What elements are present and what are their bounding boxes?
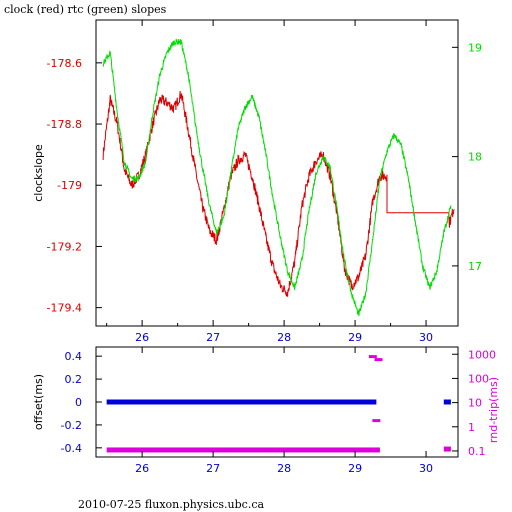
top-x-tick-label: 29 — [348, 331, 362, 344]
bottom-y2-tick-label: 0.1 — [468, 445, 486, 458]
bottom-y-tick-label: 0.4 — [65, 350, 83, 363]
bottom-x-tick-label: 27 — [206, 462, 220, 475]
bottom-y-tick-label: 0.2 — [65, 373, 83, 386]
series-line-clock — [102, 90, 455, 297]
bottom-y2-tick-label: 1 — [468, 421, 475, 434]
bottom-x-tick-label: 26 — [135, 462, 149, 475]
series-outlier-rnd-trip — [368, 355, 377, 359]
footer-host-label: 2010-07-25 fluxon.physics.ubc.ca — [78, 498, 265, 511]
chart-title: clock (red) rtc (green) slopes — [4, 3, 167, 16]
top-x-tick-label: 28 — [277, 331, 291, 344]
bottom-y2-axis-label: rnd-trip(ms) — [487, 377, 500, 443]
top-plot-frame — [95, 19, 459, 327]
top-y-axis-label: clockslope — [32, 144, 45, 202]
top-y2-tick-label: 17 — [468, 260, 482, 273]
bottom-x-tick-label: 29 — [348, 462, 362, 475]
top-x-tick-label: 27 — [206, 331, 220, 344]
top-x-tick-label: 30 — [419, 331, 433, 344]
bottom-y-tick-label: -0.4 — [61, 442, 82, 455]
series-band-offset — [106, 399, 377, 405]
bottom-x-tick-label: 30 — [419, 462, 433, 475]
top-y-tick-label: -179.4 — [47, 302, 82, 315]
bottom-y2-tick-label: 100 — [468, 372, 489, 385]
top-series-layer — [102, 38, 455, 317]
bottom-y2-tick-label: 1000 — [468, 348, 496, 361]
series-outlier-rnd-trip — [372, 419, 381, 423]
series-band-rnd-trip — [443, 446, 451, 452]
bottom-x-tick-label: 28 — [277, 462, 291, 475]
series-band-offset — [443, 399, 451, 405]
bottom-series-layer — [106, 355, 451, 453]
bottom-y2-tick-label: 10 — [468, 397, 482, 410]
top-y-tick-label: -178.8 — [47, 118, 82, 131]
bottom-y-axis-label: offset(ms) — [32, 374, 45, 430]
top-y2-tick-label: 19 — [468, 41, 482, 54]
top-y-tick-label: -179.2 — [47, 240, 82, 253]
top-y2-tick-label: 18 — [468, 151, 482, 164]
top-y-tick-label: -179 — [57, 179, 82, 192]
series-outlier-rnd-trip — [374, 358, 383, 362]
bottom-y-tick-label: 0 — [75, 396, 82, 409]
top-x-tick-label: 26 — [135, 331, 149, 344]
series-band-rnd-trip — [106, 447, 380, 453]
top-y-tick-label: -178.6 — [47, 57, 82, 70]
tick-layer: 26 27 28 29 30 -178.6 -178.8 -179 -179.2 -179.4 19… — [47, 20, 496, 475]
bottom-y-tick-label: -0.2 — [61, 419, 82, 432]
series-line-rtc — [102, 38, 452, 317]
